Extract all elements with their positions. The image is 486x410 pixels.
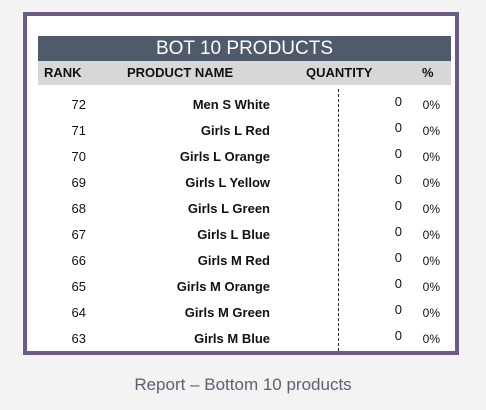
table-body: 72 Men S White 0 0% 71 Girls L Red 0 0% … (38, 92, 451, 352)
rank-cell: 68 (71, 201, 86, 216)
percent-cell: 0% (422, 306, 440, 320)
table-row: 72 Men S White 0 0% (38, 92, 451, 118)
quantity-cell: 0 (394, 250, 402, 265)
product-name-cell: Girls M Green (184, 305, 270, 320)
rank-cell: 70 (71, 149, 86, 164)
product-name-cell: Girls L Blue (197, 227, 270, 242)
product-name-cell: Girls M Orange (176, 279, 270, 294)
percent-cell: 0% (422, 332, 440, 346)
rank-cell: 67 (71, 227, 86, 242)
percent-cell: 0% (422, 98, 440, 112)
table-row: 70 Girls L Orange 0 0% (38, 144, 451, 170)
percent-cell: 0% (422, 202, 440, 216)
column-header-quantity: QUANTITY (306, 65, 373, 80)
report-title: BOT 10 PRODUCTS (38, 36, 451, 61)
product-name-cell: Girls M Blue (194, 331, 270, 346)
product-name-cell: Girls M Red (197, 253, 270, 268)
column-header-percent: % (422, 65, 434, 80)
rank-cell: 71 (71, 123, 86, 138)
figure-caption: Report – Bottom 10 products (134, 375, 352, 394)
table-row: 64 Girls M Green 0 0% (38, 300, 451, 326)
column-divider (338, 89, 339, 351)
product-name-cell: Girls L Green (187, 201, 270, 216)
rank-cell: 72 (71, 97, 86, 112)
product-name-cell: Men S White (192, 97, 270, 112)
percent-cell: 0% (422, 228, 440, 242)
table-row: 65 Girls M Orange 0 0% (38, 274, 451, 300)
table-row: 63 Girls M Blue 0 0% (38, 326, 451, 352)
quantity-cell: 0 (394, 172, 402, 187)
quantity-cell: 0 (394, 276, 402, 291)
percent-cell: 0% (422, 176, 440, 190)
quantity-cell: 0 (394, 120, 402, 135)
rank-cell: 65 (71, 279, 86, 294)
rank-cell: 63 (71, 331, 86, 346)
table-row: 67 Girls L Blue 0 0% (38, 222, 451, 248)
rank-cell: 66 (71, 253, 86, 268)
table-row: 71 Girls L Red 0 0% (38, 118, 451, 144)
quantity-cell: 0 (394, 146, 402, 161)
quantity-cell: 0 (394, 94, 402, 109)
quantity-cell: 0 (394, 198, 402, 213)
column-header-rank: RANK (44, 65, 82, 80)
product-name-cell: Girls L Yellow (185, 175, 270, 190)
percent-cell: 0% (422, 254, 440, 268)
column-header-product-name: PRODUCT NAME (127, 65, 234, 80)
rank-cell: 69 (71, 175, 86, 190)
table-row: 69 Girls L Yellow 0 0% (38, 170, 451, 196)
percent-cell: 0% (422, 124, 440, 138)
report-frame: BOT 10 PRODUCTS RANK PRODUCT NAME QUANTI… (23, 12, 459, 355)
product-name-cell: Girls L Orange (179, 149, 270, 164)
table-header: RANK PRODUCT NAME QUANTITY % (38, 61, 451, 85)
quantity-cell: 0 (394, 328, 402, 343)
quantity-cell: 0 (394, 224, 402, 239)
rank-cell: 64 (71, 305, 86, 320)
table-row: 66 Girls M Red 0 0% (38, 248, 451, 274)
percent-cell: 0% (422, 150, 440, 164)
quantity-cell: 0 (394, 302, 402, 317)
percent-cell: 0% (422, 280, 440, 294)
product-name-cell: Girls L Red (200, 123, 270, 138)
table-row: 68 Girls L Green 0 0% (38, 196, 451, 222)
